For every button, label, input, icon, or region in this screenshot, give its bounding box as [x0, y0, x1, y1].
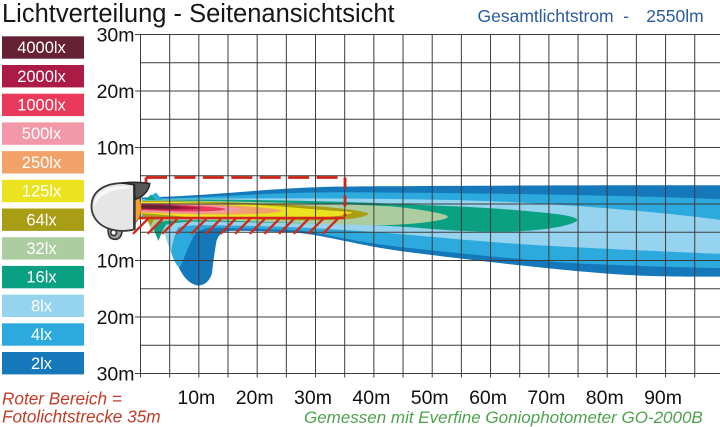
svg-text:250lx: 250lx: [22, 154, 62, 172]
svg-text:20m: 20m: [97, 81, 135, 103]
svg-text:70m: 70m: [527, 387, 565, 409]
svg-text:500lx: 500lx: [22, 125, 62, 143]
svg-text:Fotolichtstrecke 35m: Fotolichtstrecke 35m: [2, 407, 161, 427]
svg-text:40m: 40m: [352, 387, 390, 409]
svg-text:90m: 90m: [644, 387, 682, 409]
svg-text:4000lx: 4000lx: [17, 39, 66, 57]
svg-text:Gesamtlichtstrom: Gesamtlichtstrom: [478, 6, 614, 26]
svg-text:Lichtverteilung - Seitenansich: Lichtverteilung - Seitenansichtsicht: [2, 0, 395, 28]
svg-text:30m: 30m: [294, 387, 332, 409]
svg-text:8lx: 8lx: [31, 297, 53, 315]
svg-text:-: -: [623, 6, 629, 26]
svg-text:Gemessen mit Everfine Goniopho: Gemessen mit Everfine Goniophotometer GO…: [304, 408, 703, 427]
svg-text:2550lm: 2550lm: [646, 6, 703, 26]
svg-text:4lx: 4lx: [31, 326, 53, 344]
svg-text:10m: 10m: [97, 250, 135, 272]
svg-text:60m: 60m: [469, 387, 507, 409]
svg-text:64lx: 64lx: [26, 211, 57, 229]
svg-text:125lx: 125lx: [22, 183, 62, 201]
svg-text:30m: 30m: [97, 363, 135, 385]
svg-text:20m: 20m: [236, 387, 274, 409]
svg-text:Roter Bereich =: Roter Bereich =: [2, 389, 122, 409]
svg-text:32lx: 32lx: [26, 240, 57, 258]
svg-text:10m: 10m: [177, 387, 215, 409]
svg-text:1000lx: 1000lx: [17, 97, 66, 115]
svg-text:16lx: 16lx: [26, 269, 57, 287]
svg-text:2lx: 2lx: [31, 355, 53, 373]
svg-text:10m: 10m: [97, 137, 135, 159]
svg-text:2000lx: 2000lx: [17, 68, 66, 86]
svg-text:20m: 20m: [97, 307, 135, 329]
svg-text:80m: 80m: [586, 387, 624, 409]
svg-text:30m: 30m: [97, 24, 135, 46]
svg-text:50m: 50m: [411, 387, 449, 409]
